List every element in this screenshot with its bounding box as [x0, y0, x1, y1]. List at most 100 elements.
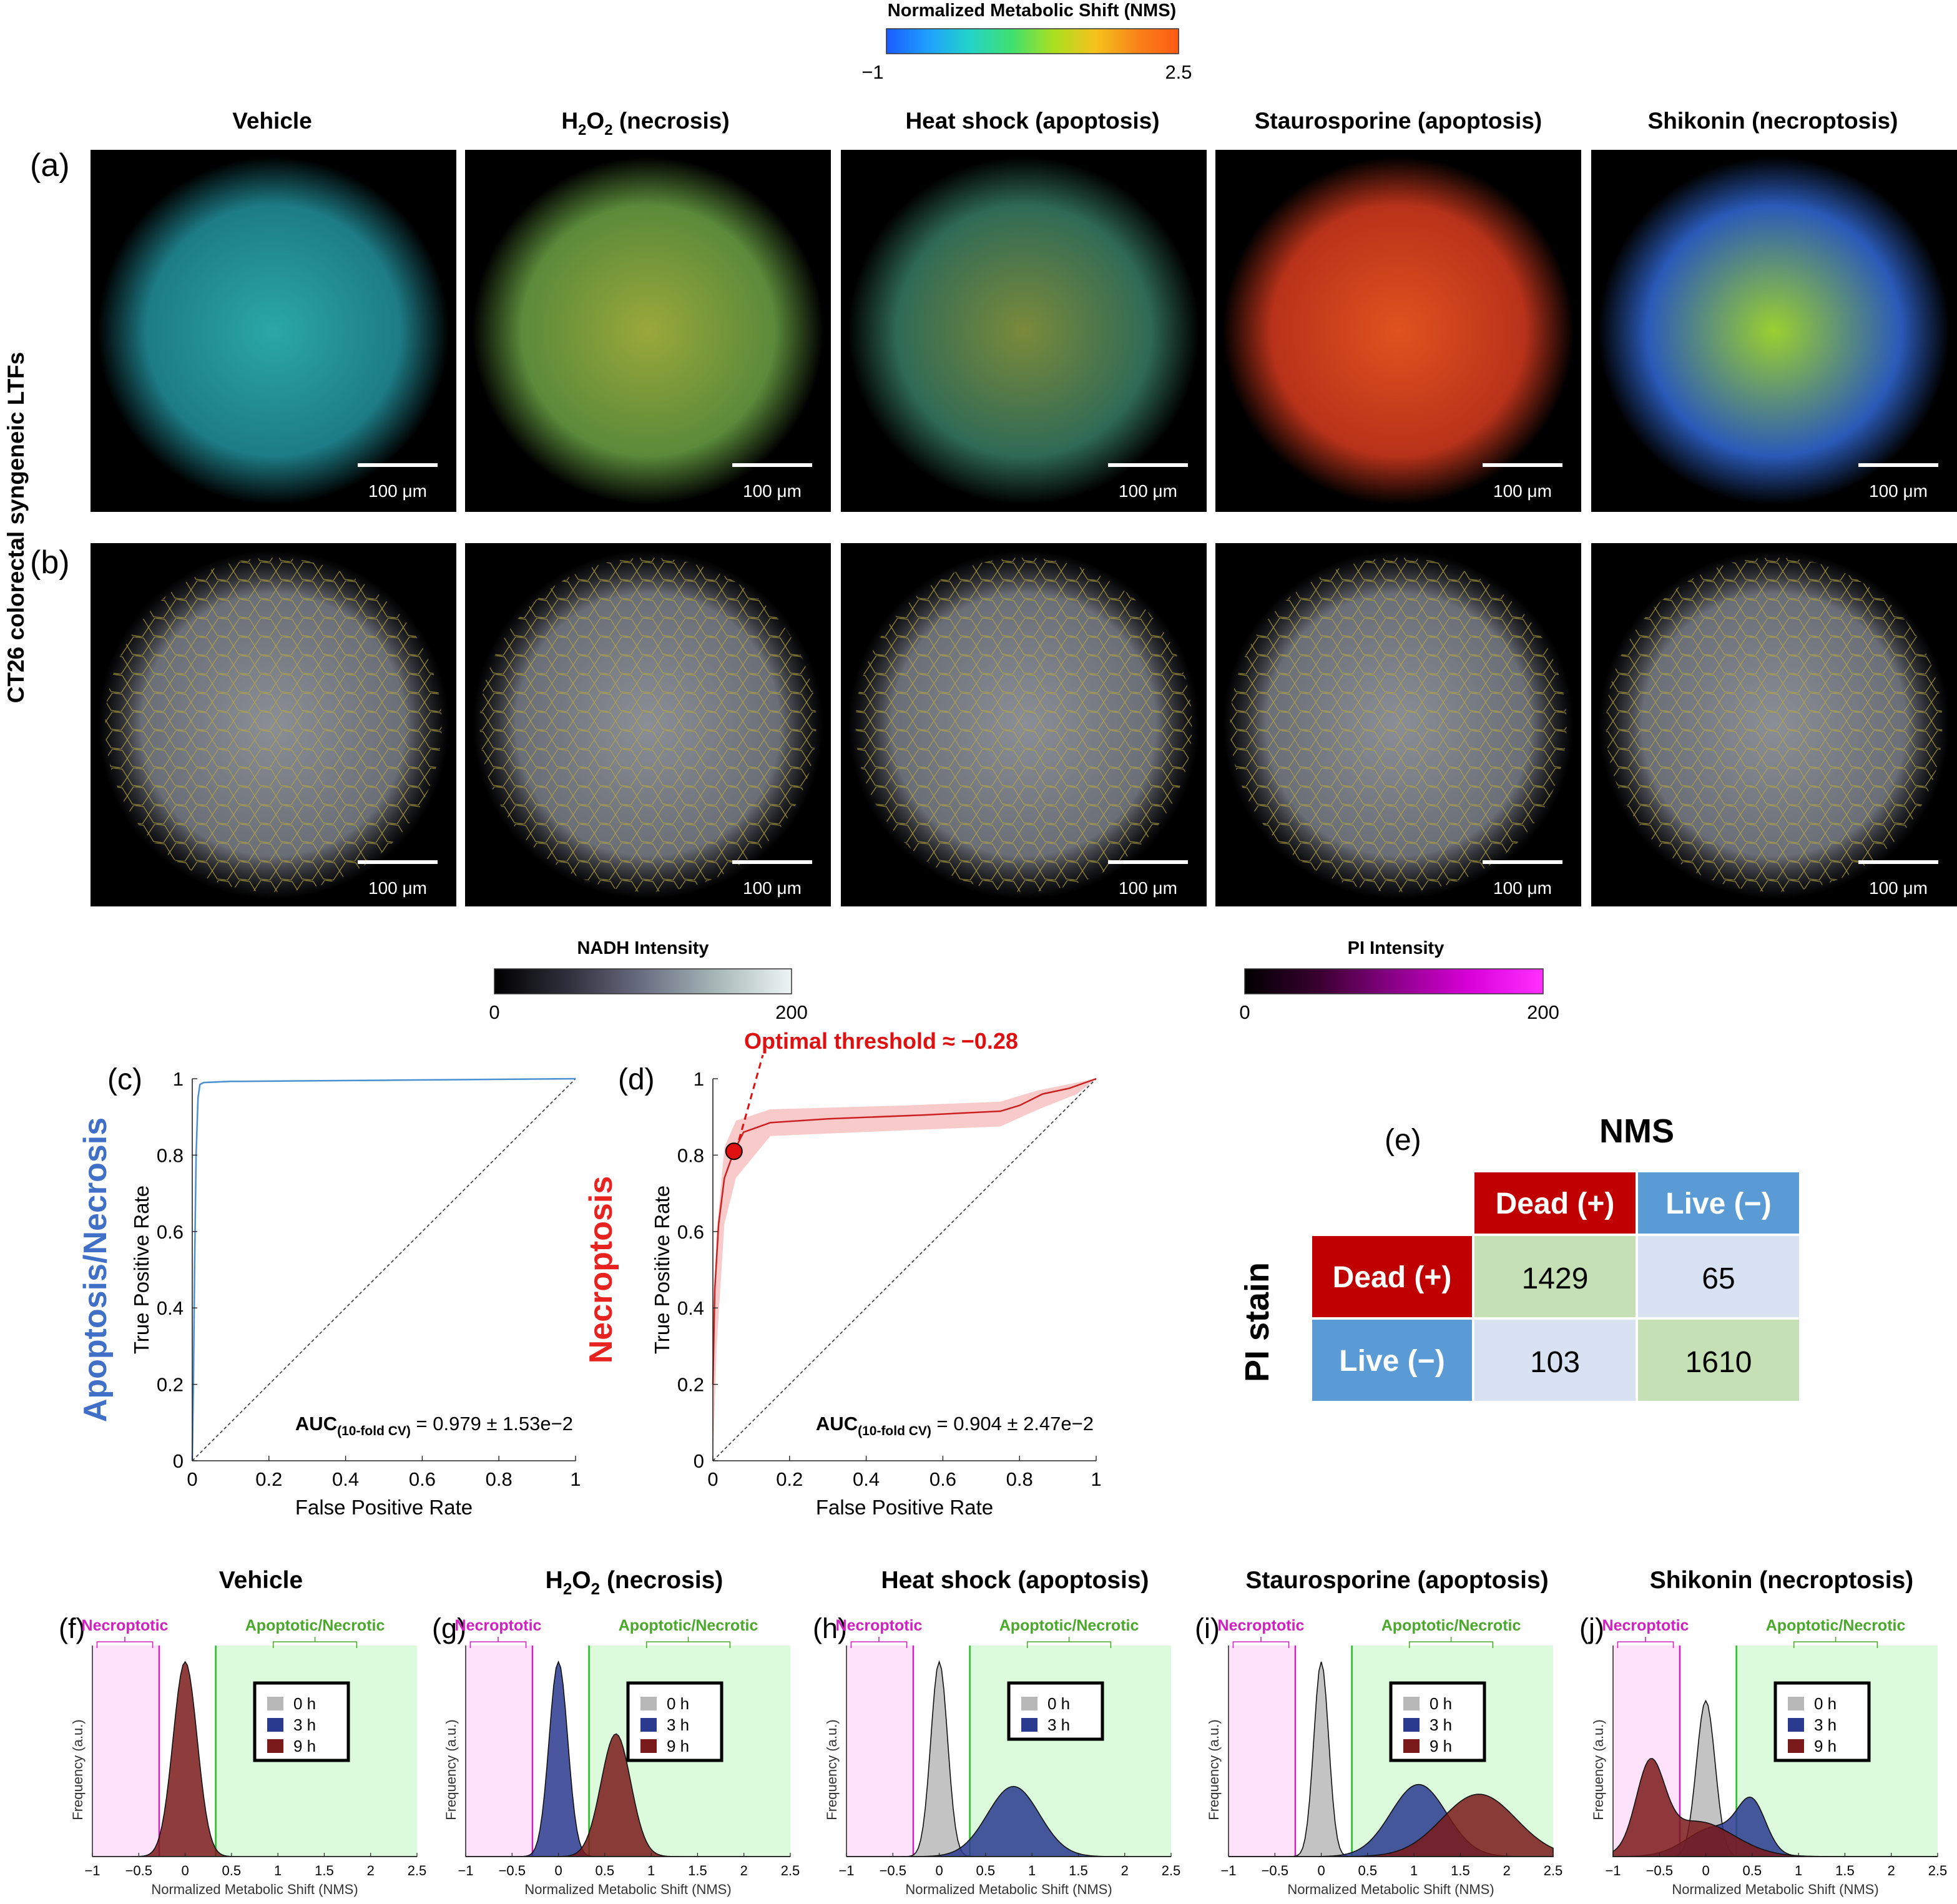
apoptotic-bracket [1793, 1637, 1878, 1648]
x-axis-label: Normalized Metabolic Shift (NMS) [151, 1882, 358, 1897]
x-tick-label: 0.8 [486, 1468, 513, 1490]
apoptotic-label: Apoptotic/Necrotic [245, 1617, 385, 1634]
row-a-label: (a) [30, 147, 70, 184]
x-tick-label: −1 [1605, 1863, 1621, 1878]
histogram-g: (g)Necroptotic Apoptotic/Necrotic −1 −0.5 0 0… [432, 1612, 800, 1897]
col-header-label: Live (−) [1665, 1187, 1771, 1220]
x-tick-label: 2.5 [408, 1863, 427, 1878]
scale-bar-label: 100 μm [743, 878, 802, 898]
legend-label: 0 h [667, 1694, 689, 1713]
x-tick-label: 0.8 [1006, 1468, 1033, 1490]
legend-label: 9 h [1430, 1737, 1452, 1755]
x-tick-label: 0.5 [976, 1863, 996, 1878]
pi-image-heat: 100 μm [841, 543, 1207, 906]
necroptotic-label: Necroptotic [455, 1617, 542, 1634]
nadh-colorbar-gradient [494, 968, 792, 994]
necroptotic-bracket [1617, 1637, 1674, 1648]
x-tick-label: 0.5 [596, 1863, 615, 1878]
x-tick-label: −0.5 [125, 1863, 152, 1878]
necroptotic-region [846, 1646, 913, 1857]
legend-label: 3 h [1047, 1715, 1070, 1734]
row-title: PI stain [1238, 1262, 1276, 1382]
scale-bar-label: 100 μm [1493, 481, 1552, 501]
x-tick-label: 0.2 [776, 1468, 803, 1490]
legend-swatch [640, 1739, 657, 1753]
row-header-cell [1312, 1320, 1472, 1401]
matrix-cell [1638, 1320, 1799, 1401]
scale-bar-label: 100 μm [1869, 878, 1928, 898]
matrix-value: 103 [1530, 1346, 1580, 1379]
pi-colorbar-title: PI Intensity [1348, 938, 1444, 958]
apoptotic-bracket [1026, 1637, 1112, 1648]
histogram-f: (f)Necroptotic Apoptotic/Necrotic −1 −0.5 0 0… [59, 1612, 426, 1897]
x-axis-label: False Positive Rate [816, 1496, 993, 1519]
y-axis-label: Frequency (a.u.) [1206, 1719, 1222, 1820]
legend-label: 3 h [293, 1715, 316, 1734]
legend-swatch [1788, 1697, 1804, 1710]
matrix-value: 65 [1702, 1262, 1735, 1295]
x-tick-label: 0 [181, 1863, 189, 1878]
x-tick-label: 0.5 [1358, 1863, 1378, 1878]
necroptotic-bracket [469, 1637, 527, 1648]
x-tick-label: 0.5 [222, 1863, 242, 1878]
threshold-arrow [738, 1054, 764, 1141]
x-tick-label: 1.5 [315, 1863, 334, 1878]
panel-label: (g) [432, 1612, 466, 1644]
pi-colorbar-min: 0 [1239, 1001, 1250, 1023]
y-axis-label: Frequency (a.u.) [70, 1719, 86, 1820]
necroptotic-region [1229, 1646, 1295, 1857]
x-axis-label: Normalized Metabolic Shift (NMS) [1672, 1882, 1878, 1897]
necroptotic-label: Necroptotic [1602, 1617, 1689, 1634]
legend-label: 0 h [293, 1694, 316, 1713]
apoptotic-label: Apoptotic/Necrotic [1766, 1617, 1906, 1634]
x-tick-label: −1 [1220, 1863, 1236, 1878]
scale-bar-label: 100 μm [1119, 878, 1177, 898]
x-tick-label: 1 [1028, 1863, 1036, 1878]
y-tick-label: 0.2 [677, 1374, 704, 1396]
legend-swatch [1788, 1718, 1804, 1732]
roc-plot-necroptosis: (d) Necroptosis 00 0.2 0.2 0.4 0.4 0.6 0.6 0.8 0.8… [583, 1028, 1102, 1519]
apoptotic-label: Apoptotic/Necrotic [619, 1617, 758, 1634]
roc-diagonal [712, 1078, 1097, 1461]
y-tick-label: 0 [694, 1450, 704, 1472]
x-tick-label: 1 [1091, 1468, 1101, 1490]
legend-label: 3 h [1430, 1715, 1452, 1734]
x-tick-label: 2.5 [1162, 1863, 1181, 1878]
nadh-colorbar: NADH Intensity 0 200 [489, 938, 807, 1023]
roc-diagonal [192, 1078, 576, 1461]
column-title-heat: Heat shock (apoptosis) [905, 108, 1159, 134]
roc-side-label: Apoptosis/Necrosis [77, 1117, 114, 1422]
legend-swatch [640, 1697, 657, 1710]
pi-colorbar-gradient [1244, 968, 1544, 994]
y-tick-label: 1 [694, 1068, 704, 1090]
legend-swatch [1403, 1718, 1420, 1732]
x-tick-label: 2 [1503, 1863, 1511, 1878]
x-tick-label: −0.5 [1262, 1863, 1288, 1878]
pi-colorbar-max: 200 [1527, 1001, 1559, 1023]
matrix-cell [1474, 1236, 1636, 1317]
x-tick-label: −1 [84, 1863, 100, 1878]
scale-bar-label: 100 μm [1493, 878, 1552, 898]
x-tick-label: 0.6 [929, 1468, 956, 1490]
pi-image-shikonin: 100 μm [1591, 543, 1957, 906]
necroptotic-bracket [96, 1637, 154, 1648]
x-tick-label: 2 [740, 1863, 748, 1878]
hist-title-shikonin: Shikonin (necroptosis) [1650, 1567, 1914, 1594]
x-tick-label: 0.6 [409, 1468, 436, 1490]
nadh-colorbar-title: NADH Intensity [577, 938, 709, 958]
apoptotic-label: Apoptotic/Necrotic [999, 1617, 1139, 1634]
legend-label: 9 h [667, 1737, 689, 1755]
roc-plots: (c)Apoptosis/Necrosis000.20.20.40.40.60.… [77, 1028, 1102, 1519]
legend-swatch [1788, 1739, 1804, 1753]
row-header-label: Live (−) [1339, 1345, 1444, 1378]
panel-label: (i) [1195, 1612, 1220, 1644]
nadh-colorbar-min: 0 [489, 1001, 499, 1023]
necroptotic-bracket [850, 1637, 908, 1648]
legend-label: 0 h [1814, 1694, 1837, 1713]
y-tick-label: 0.4 [677, 1297, 704, 1319]
hist-title-stauro: Staurosporine (apoptosis) [1245, 1567, 1548, 1594]
y-axis-label: True Positive Rate [130, 1185, 153, 1354]
apoptotic-label: Apoptotic/Necrotic [1381, 1617, 1521, 1634]
hist-title-h2o2: H2O2 (necrosis) [546, 1567, 723, 1598]
x-tick-label: 1.5 [1451, 1863, 1470, 1878]
